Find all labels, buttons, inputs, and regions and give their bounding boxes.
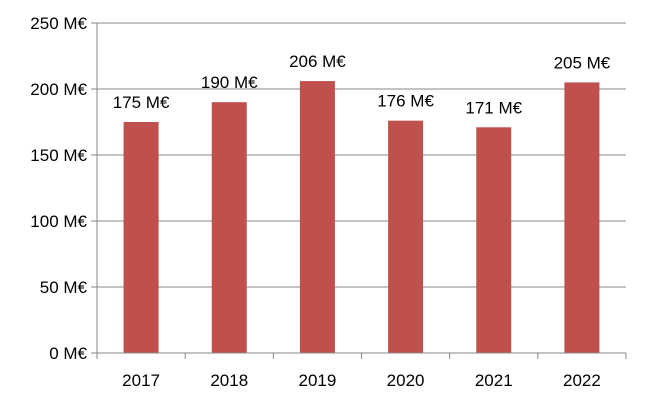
x-tick-label: 2017: [122, 371, 160, 390]
bar-2021: [476, 127, 512, 353]
data-label-2018: 190 M€: [201, 73, 258, 92]
y-tick-label: 50 M€: [40, 278, 88, 297]
data-label-2019: 206 M€: [289, 52, 346, 71]
data-label-2017: 175 M€: [113, 93, 170, 112]
data-labels: 175 M€ 190 M€ 206 M€ 176 M€ 171 M€ 205 M€: [113, 52, 611, 117]
bars: [123, 81, 600, 354]
y-tick-label: 0 M€: [49, 344, 87, 363]
bar-2020: [388, 120, 424, 354]
data-label-2020: 176 M€: [377, 92, 434, 111]
bar-2022: [564, 82, 600, 354]
gridlines: [97, 22, 626, 288]
data-label-2021: 171 M€: [465, 98, 522, 117]
y-tick-label: 100 M€: [30, 212, 87, 231]
x-tick-label: 2019: [299, 371, 337, 390]
bar-2017: [123, 122, 159, 353]
y-tick-label: 200 M€: [30, 80, 87, 99]
x-tick-label: 2020: [387, 371, 425, 390]
x-tick-label: 2018: [210, 371, 248, 390]
x-tick-label: 2021: [475, 371, 513, 390]
bar-2018: [211, 102, 247, 353]
axes: [91, 22, 627, 359]
y-tick-label: 250 M€: [30, 14, 87, 33]
x-axis-tick-labels: 2017 2018 2019 2020 2021 2022: [122, 371, 601, 390]
y-axis-tick-labels: 0 M€ 50 M€ 100 M€ 150 M€ 200 M€ 250 M€: [30, 14, 87, 363]
x-tick-label: 2022: [563, 371, 601, 390]
bar-2019: [299, 81, 335, 353]
data-label-2022: 205 M€: [554, 53, 611, 72]
y-tick-label: 150 M€: [30, 146, 87, 165]
